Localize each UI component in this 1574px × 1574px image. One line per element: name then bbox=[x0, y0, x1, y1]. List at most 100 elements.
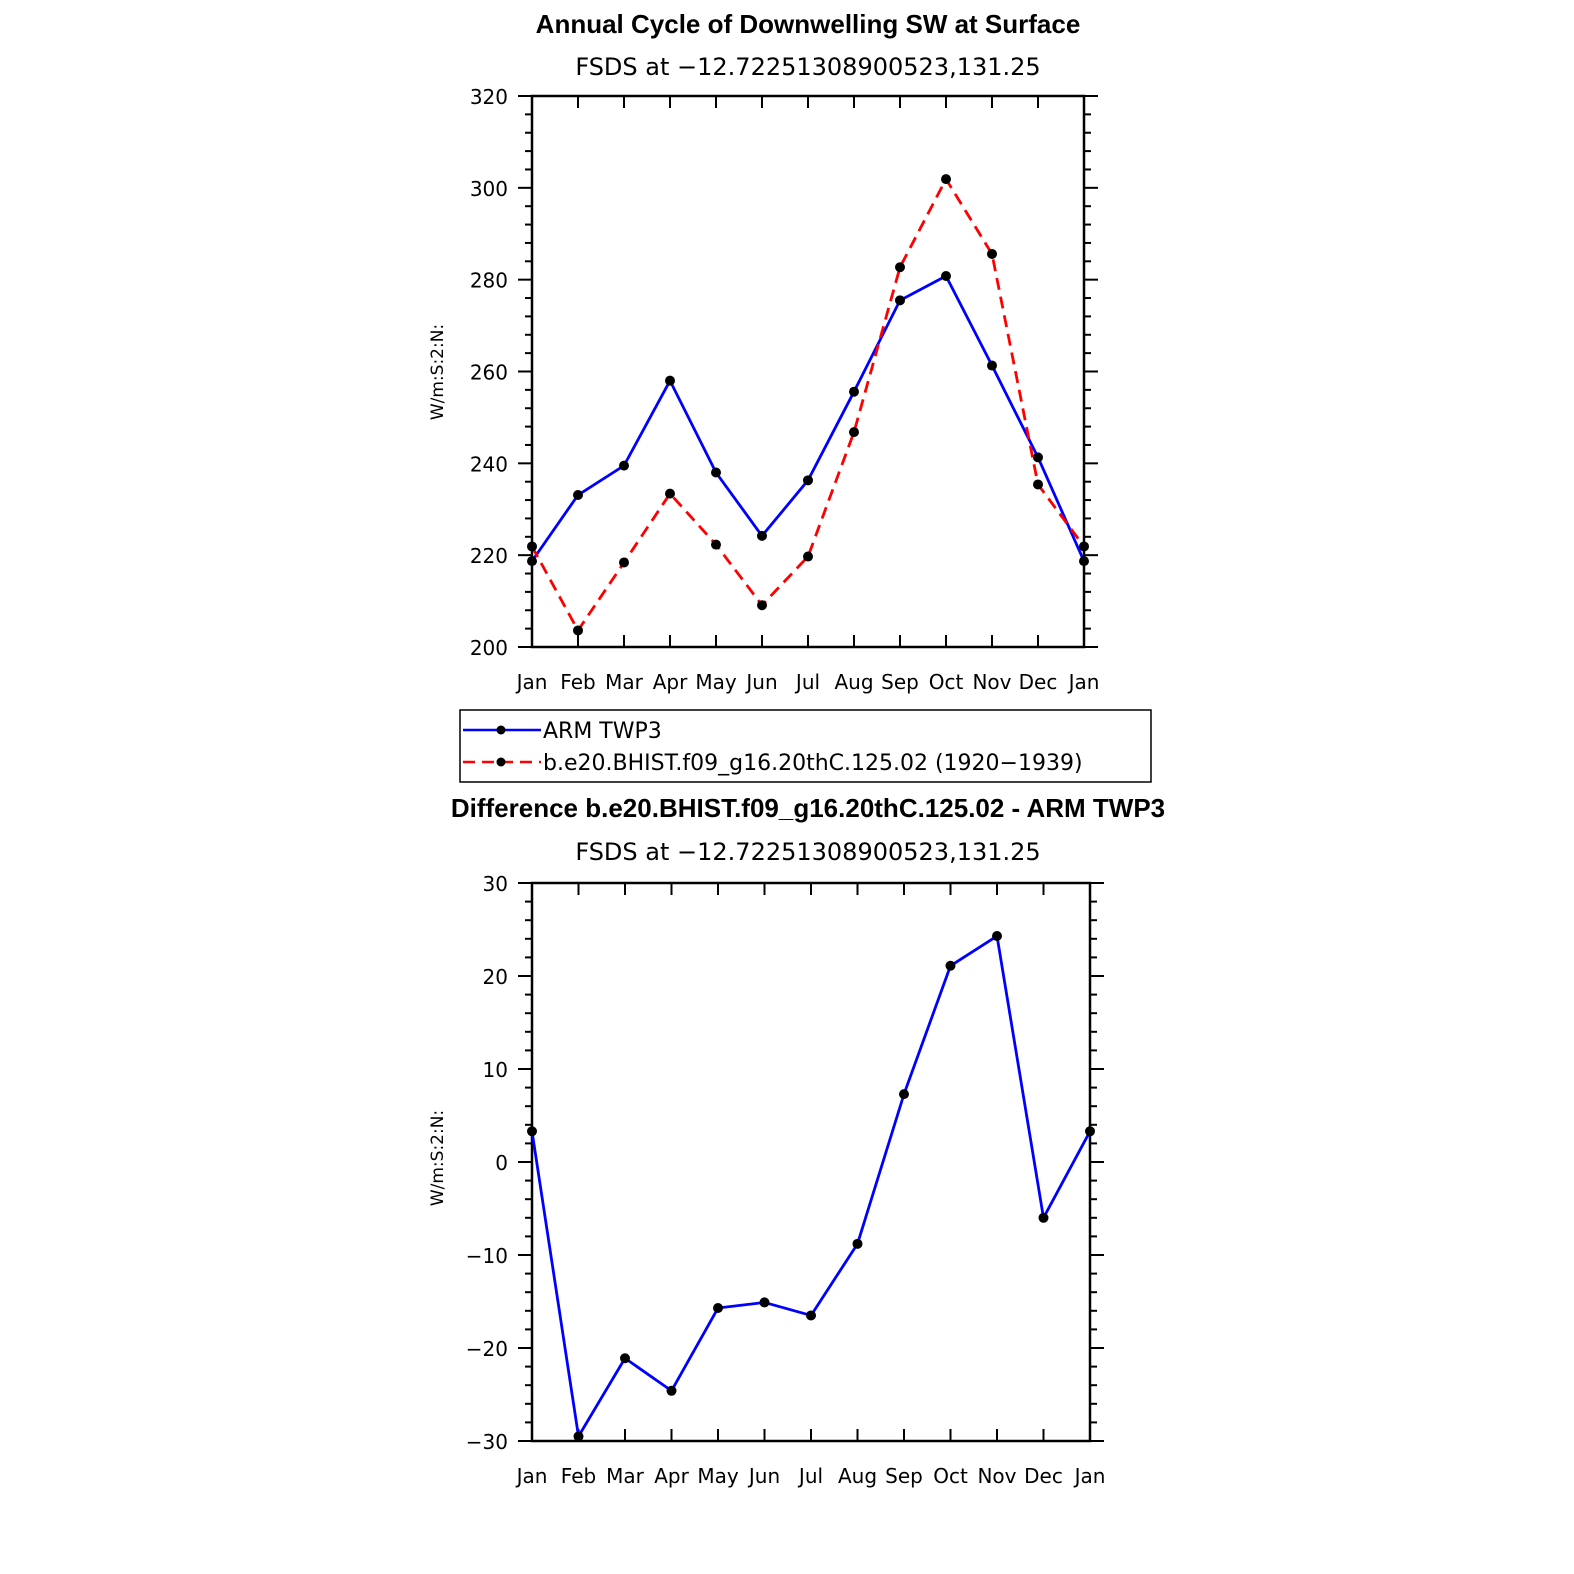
data-point-0 bbox=[527, 556, 537, 567]
y-axis-label: W/m:S:2:N: bbox=[428, 324, 448, 420]
y-tick-label: −10 bbox=[466, 1244, 508, 1268]
data-point-0 bbox=[1079, 556, 1089, 567]
x-tick-label: Oct bbox=[929, 670, 964, 694]
data-point-0 bbox=[620, 1353, 630, 1364]
data-point-1 bbox=[895, 262, 905, 273]
x-tick-label: Sep bbox=[881, 670, 919, 694]
data-point-0 bbox=[619, 460, 629, 471]
x-tick-label: Apr bbox=[654, 1464, 689, 1488]
data-point-1 bbox=[803, 551, 813, 562]
series-line-0 bbox=[530, 274, 1086, 562]
data-point-0 bbox=[711, 467, 721, 478]
data-point-1 bbox=[665, 488, 675, 499]
data-point-0 bbox=[1033, 452, 1043, 463]
data-point-0 bbox=[527, 1126, 537, 1137]
x-tick-label: Nov bbox=[972, 670, 1011, 694]
x-tick-label: Dec bbox=[1019, 670, 1058, 694]
data-point-0 bbox=[666, 1385, 677, 1396]
y-tick-label: 220 bbox=[470, 544, 508, 568]
x-tick-label: Jul bbox=[797, 1464, 823, 1488]
data-point-0 bbox=[895, 295, 905, 306]
data-point-0 bbox=[899, 1089, 909, 1100]
series-line-1 bbox=[530, 177, 1086, 632]
data-point-1 bbox=[527, 541, 537, 552]
data-point-1 bbox=[1033, 479, 1043, 490]
legend-marker-model bbox=[496, 757, 506, 767]
x-tick-label: Feb bbox=[561, 1464, 596, 1488]
data-point-0 bbox=[713, 1303, 723, 1314]
plot-area: Jan Feb Mar Apr May Jun Jul Aug Sep Oct Nov Dec Jan−… bbox=[466, 872, 1106, 1488]
plot-frame bbox=[530, 881, 1092, 1443]
x-tick-label: Jan bbox=[515, 670, 548, 694]
y-tick-label: 320 bbox=[470, 85, 508, 109]
y-tick-label: 20 bbox=[483, 965, 508, 989]
data-point-1 bbox=[573, 625, 583, 636]
data-point-0 bbox=[852, 1238, 863, 1249]
x-tick-label: Jun bbox=[744, 670, 777, 694]
x-tick-label: Aug bbox=[838, 1464, 877, 1488]
data-point-0 bbox=[803, 475, 813, 486]
x-tick-label: Jan bbox=[515, 1464, 548, 1488]
data-point-0 bbox=[757, 530, 767, 541]
x-tick-label: May bbox=[697, 1464, 739, 1488]
y-axis-label: W/m:S:2:N: bbox=[428, 1110, 448, 1206]
legend: ARM TWP3 b.e20.BHIST.f09_g16.20thC.125.0… bbox=[459, 709, 1152, 783]
data-point-1 bbox=[757, 600, 767, 611]
plot-area: Jan Feb Mar Apr May Jun Jul Aug Sep Oct Nov Dec Jan 2… bbox=[470, 85, 1100, 694]
x-tick-label: Apr bbox=[653, 670, 688, 694]
data-point-1 bbox=[619, 557, 629, 568]
data-point-0 bbox=[945, 960, 956, 971]
legend-box bbox=[459, 709, 1152, 783]
legend-entry-model: b.e20.BHIST.f09_g16.20thC.125.02 (1920−1… bbox=[463, 751, 1083, 776]
x-tick-label: Jun bbox=[747, 1464, 780, 1488]
data-point-0 bbox=[806, 1310, 816, 1321]
x-tick-label: May bbox=[695, 670, 737, 694]
y-tick-label: 240 bbox=[470, 452, 508, 476]
x-tick-label: Oct bbox=[933, 1464, 968, 1488]
chart-title: Difference b.e20.BHIST.f09_g16.20thC.125… bbox=[451, 793, 1165, 823]
y-tick-label: 10 bbox=[483, 1058, 508, 1082]
x-tick-label: Mar bbox=[605, 670, 644, 694]
x-tick-label: Jan bbox=[1067, 670, 1100, 694]
y-tick-label: 200 bbox=[470, 636, 508, 660]
data-point-0 bbox=[992, 931, 1002, 942]
x-tick-label: Jul bbox=[794, 670, 820, 694]
chart-subtitle: FSDS at −12.72251308900523,131.25 bbox=[575, 53, 1040, 81]
y-tick-label: 280 bbox=[470, 269, 508, 293]
plot-frame bbox=[530, 94, 1086, 649]
x-tick-label: Nov bbox=[977, 1464, 1016, 1488]
y-tick-label: 0 bbox=[495, 1151, 508, 1175]
data-point-0 bbox=[1085, 1126, 1095, 1137]
data-point-1 bbox=[849, 427, 859, 438]
legend-label-arm: ARM TWP3 bbox=[543, 719, 662, 744]
data-point-0 bbox=[573, 1431, 584, 1442]
chart-title: Annual Cycle of Downwelling SW at Surfac… bbox=[536, 9, 1081, 39]
x-tick-label: Dec bbox=[1024, 1464, 1063, 1488]
series-line-0 bbox=[530, 934, 1092, 1438]
data-point-1 bbox=[941, 174, 951, 185]
difference-chart: Difference b.e20.BHIST.f09_g16.20thC.125… bbox=[428, 793, 1165, 1488]
data-point-1 bbox=[711, 539, 721, 550]
chart-subtitle: FSDS at −12.72251308900523,131.25 bbox=[575, 838, 1040, 866]
legend-marker-arm bbox=[496, 725, 506, 735]
y-tick-label: −30 bbox=[466, 1430, 508, 1454]
data-point-1 bbox=[987, 248, 997, 259]
data-point-0 bbox=[573, 490, 583, 501]
annual-cycle-chart: Annual Cycle of Downwelling SW at Surfac… bbox=[428, 9, 1099, 694]
data-point-0 bbox=[941, 270, 951, 281]
x-tick-label: Sep bbox=[885, 1464, 923, 1488]
y-tick-label: 300 bbox=[470, 177, 508, 201]
x-tick-label: Aug bbox=[834, 670, 873, 694]
data-point-0 bbox=[759, 1297, 770, 1308]
data-point-0 bbox=[1038, 1212, 1049, 1223]
y-tick-label: −20 bbox=[466, 1337, 508, 1361]
data-point-1 bbox=[1079, 541, 1089, 552]
y-tick-label: 30 bbox=[483, 872, 508, 896]
data-point-0 bbox=[849, 386, 859, 397]
legend-entry-arm: ARM TWP3 bbox=[463, 719, 662, 744]
x-tick-label: Feb bbox=[560, 670, 595, 694]
x-tick-label: Jan bbox=[1073, 1464, 1106, 1488]
legend-label-model: b.e20.BHIST.f09_g16.20thC.125.02 (1920−1… bbox=[543, 751, 1083, 776]
data-point-0 bbox=[665, 375, 675, 386]
